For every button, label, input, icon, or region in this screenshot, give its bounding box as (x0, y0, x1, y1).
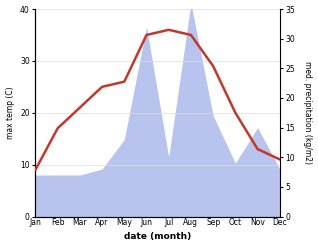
X-axis label: date (month): date (month) (124, 232, 191, 242)
Y-axis label: max temp (C): max temp (C) (5, 86, 15, 139)
Y-axis label: med. precipitation (kg/m2): med. precipitation (kg/m2) (303, 61, 313, 164)
